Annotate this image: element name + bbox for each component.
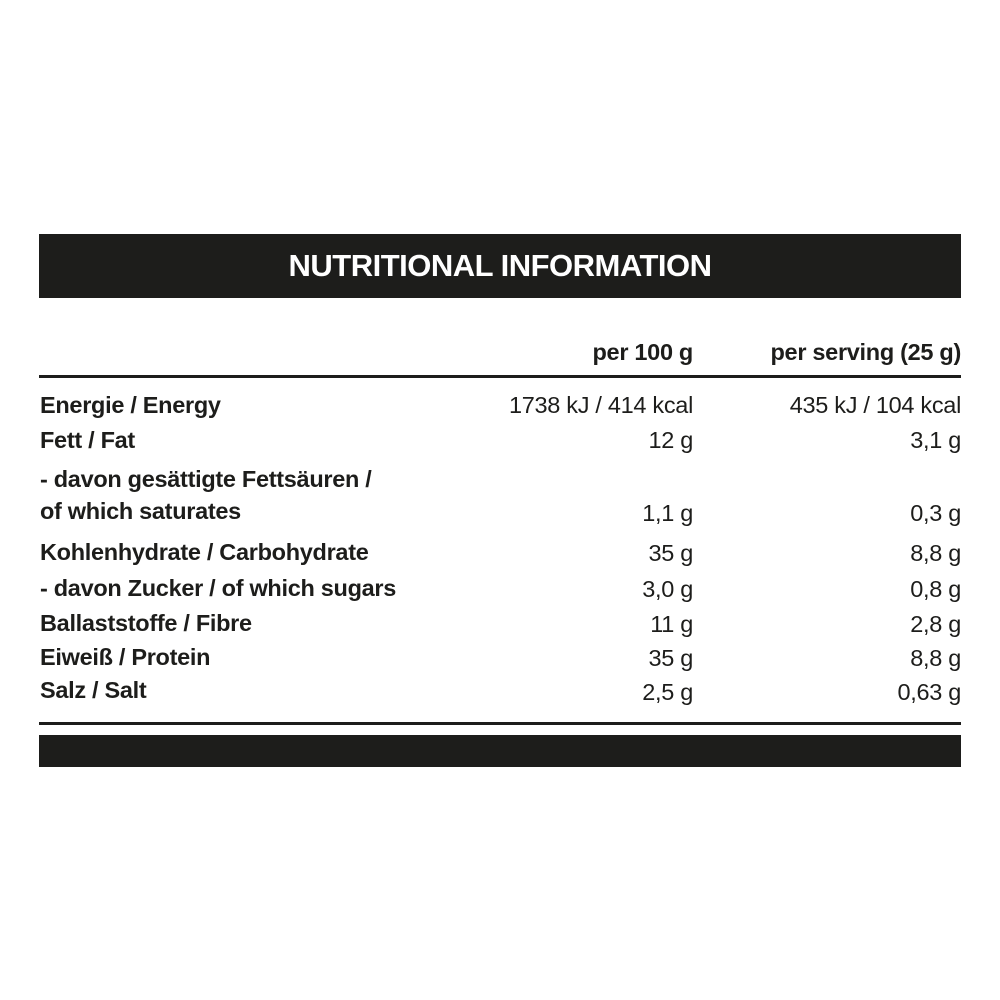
column-header-per-100g: per 100 g — [592, 339, 694, 365]
bottom-bar — [39, 735, 961, 767]
value-per-100g: 3,0 g — [642, 576, 693, 602]
value-per-100g: 35 g — [648, 540, 693, 566]
value-per-100g: 35 g — [648, 645, 693, 671]
title-bar: NUTRITIONAL INFORMATION — [39, 234, 961, 298]
value-per-100g: 2,5 g — [642, 679, 693, 705]
value-per-100g: 11 g — [650, 611, 693, 637]
value-per-100g: 1738 kJ / 414 kcal — [508, 392, 693, 418]
value-per-serving: 3,1 g — [910, 427, 961, 453]
value-per-serving: 8,8 g — [910, 645, 961, 671]
footer-divider — [39, 722, 961, 725]
row-label: Eiweiß / Protein — [40, 644, 211, 670]
value-per-100g: 1,1 g — [642, 500, 693, 526]
value-per-100g: 12 g — [648, 427, 693, 453]
row-label: Energie / Energy — [40, 392, 221, 418]
row-label: Kohlenhydrate / Carbohydrate — [40, 539, 369, 565]
row-label: Fett / Fat — [40, 427, 135, 453]
value-per-serving: 8,8 g — [910, 540, 961, 566]
table-title: NUTRITIONAL INFORMATION — [288, 248, 712, 283]
value-per-serving: 2,8 g — [910, 611, 961, 637]
value-per-serving: 0,63 g — [897, 679, 961, 705]
value-per-serving: 0,3 g — [910, 500, 961, 526]
value-per-serving: 435 kJ / 104 kcal — [789, 392, 962, 418]
value-per-serving: 0,8 g — [910, 576, 961, 602]
row-label: Ballaststoffe / Fibre — [40, 610, 252, 636]
row-label: - davon gesättigte Fettsäuren / — [40, 466, 372, 492]
row-label: Salz / Salt — [40, 677, 147, 703]
row-label-continued: of which saturates — [40, 498, 241, 524]
header-divider — [39, 375, 961, 378]
row-label: - davon Zucker / of which sugars — [40, 575, 397, 601]
column-header-per-serving: per serving (25 g) — [770, 339, 962, 365]
